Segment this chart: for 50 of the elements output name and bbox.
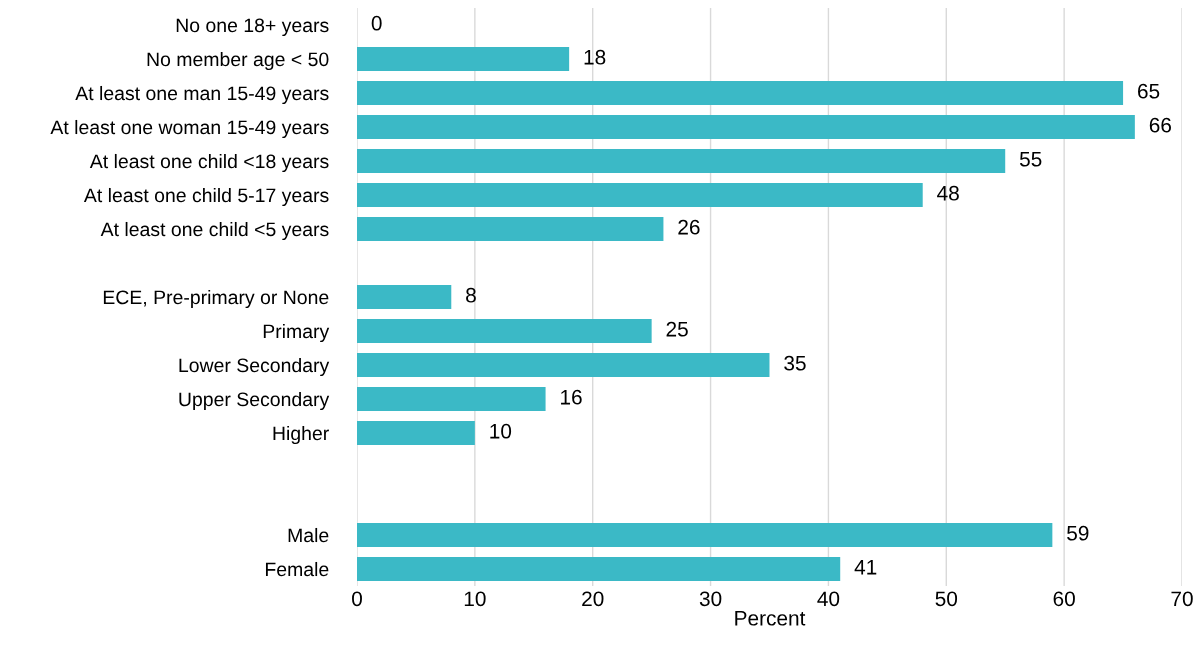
data-label: 59 <box>1067 525 1089 541</box>
bar <box>357 81 1124 105</box>
y-tick-label: Male <box>288 527 329 543</box>
x-tick-label: 10 <box>464 591 486 607</box>
data-label: 66 <box>1149 117 1171 133</box>
y-tick-label: At least one child 5-17 years <box>83 187 329 207</box>
data-label: 8 <box>466 287 476 303</box>
bar <box>357 47 570 71</box>
data-label: 55 <box>1019 152 1042 167</box>
bar <box>357 353 770 377</box>
data-label: 18 <box>584 49 606 65</box>
bar <box>357 183 923 207</box>
y-tick-label: At least one woman 15-49 years <box>50 119 329 139</box>
y-tick-label: Lower Secondary <box>179 357 330 377</box>
data-label: 25 <box>666 321 688 337</box>
data-label: 48 <box>937 185 959 201</box>
bar <box>357 557 841 581</box>
data-label: 65 <box>1138 83 1160 99</box>
bar <box>357 285 452 309</box>
bar <box>357 149 1006 173</box>
y-tick-label: Upper Secondary <box>179 391 330 411</box>
x-tick-label: 50 <box>935 591 958 607</box>
x-axis-title: Percent <box>735 611 806 626</box>
data-label: 26 <box>678 219 700 235</box>
y-tick-label: ECE, Pre-primary or None <box>103 289 329 309</box>
bar <box>357 115 1135 139</box>
y-tick-label: At least one child <18 years <box>89 153 329 173</box>
x-tick-label: 30 <box>699 591 722 607</box>
bar <box>357 217 664 241</box>
y-tick-label: At least one child <5 years <box>100 221 329 241</box>
y-tick-label: At least one man 15-49 years <box>75 85 329 105</box>
x-tick-label: 0 <box>352 591 362 607</box>
data-label: 35 <box>784 355 806 371</box>
data-label: 0 <box>371 15 382 31</box>
y-tick-label: Higher <box>273 425 329 445</box>
x-tick-label: 20 <box>582 591 604 607</box>
bar <box>357 319 652 343</box>
y-tick-label: No member age < 50 <box>147 51 329 71</box>
bar <box>357 421 475 445</box>
data-label: 16 <box>561 389 582 405</box>
x-tick-label: 40 <box>817 591 840 607</box>
x-tick-label: 70 <box>1171 591 1193 607</box>
bar <box>357 523 1053 547</box>
bar <box>357 387 546 411</box>
x-tick-label: 60 <box>1053 591 1075 607</box>
data-label: 41 <box>854 560 877 575</box>
data-label: 10 <box>490 423 512 439</box>
y-tick-label: Primary <box>263 323 330 343</box>
y-tick-label: No one 18+ years <box>176 18 329 37</box>
y-tick-label: Female <box>265 561 329 577</box>
